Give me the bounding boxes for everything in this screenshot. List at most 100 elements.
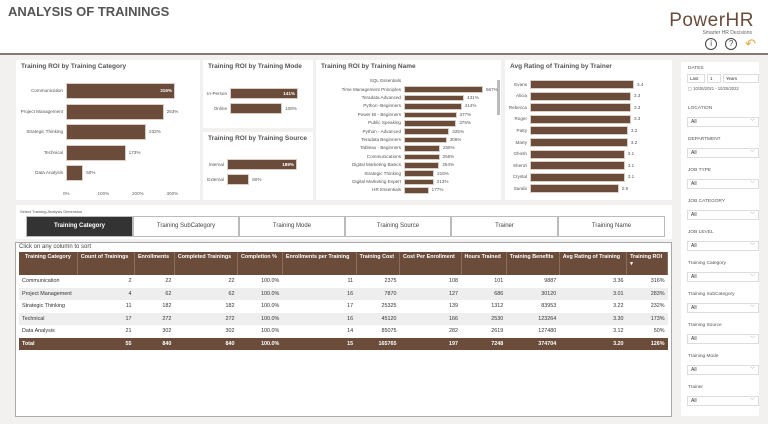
bar[interactable] [530,184,619,194]
date-unit-select[interactable]: Years [723,74,759,83]
table-row[interactable]: Technical 17 272 272 100.0% 16 45120 166 2530 123… [19,312,668,325]
bar-label: Teradata Beginners [361,137,401,143]
bar[interactable] [404,128,450,135]
filter-dropdown[interactable]: All ﹀ [687,117,759,127]
help-icon[interactable]: ? [725,38,738,50]
bar[interactable] [530,91,631,101]
bar[interactable] [404,103,462,110]
bar[interactable] [230,88,298,99]
column-header[interactable]: Avg Rating of Training [559,252,628,275]
data-label: 3.2 [630,127,638,133]
bar[interactable] [227,174,250,185]
bar[interactable] [66,83,175,99]
bar[interactable] [404,178,434,186]
table-cell: Technical [19,312,78,325]
column-header[interactable]: Training ROI ▾ [626,252,668,275]
table-cell: 173% [626,312,668,325]
bar[interactable] [530,103,631,113]
bar[interactable] [66,165,84,181]
table-row[interactable]: Project Management 4 62 62 100.0% 16 7870 127 68… [19,287,668,300]
bar[interactable] [230,103,283,114]
data-label: 3.3 [633,104,641,110]
table-row[interactable]: Strategic Thinking 11 182 182 100.0% 17 25325 1… [19,300,668,313]
table-cell: 100.0% [261,278,280,285]
dim-training-subcategory[interactable]: Training SubCategory [133,216,239,237]
bar-label: Communications [366,153,401,159]
table-cell: 25325 [381,303,397,310]
dim-training-mode[interactable]: Training Mode [239,216,345,237]
column-header[interactable]: Training Cost [356,252,400,275]
bar-label: Online [213,105,227,111]
column-header[interactable]: Completion % [237,252,283,275]
bar[interactable] [404,111,457,119]
bar-label: Strategic Thinking [26,129,63,134]
bar[interactable] [530,161,625,171]
bar[interactable] [404,153,440,161]
bar[interactable] [404,187,429,194]
filter-dropdown[interactable]: All ﹀ [687,241,759,251]
column-header[interactable]: Training Benefits [506,252,560,275]
info-icon[interactable]: i [705,38,718,50]
date-period-select[interactable]: Last [687,74,705,83]
dim-training-category[interactable]: Training Category [26,216,133,237]
table-cell: 127 [399,287,461,300]
bar-label: Tableau - Beginners [360,145,401,151]
bar[interactable] [530,172,625,182]
data-label: 283% [166,108,179,114]
bar[interactable] [404,120,457,127]
back-icon[interactable]: ↶ [745,36,756,51]
filter-dropdown[interactable]: All ﹀ [687,179,759,189]
bar-label: Strategic Thinking [364,170,401,176]
bar[interactable] [404,162,440,169]
bar[interactable] [227,159,297,170]
table-cell: 2375 [384,278,397,285]
column-header[interactable]: Training Category [19,252,78,275]
table-cell: 16 [282,312,357,325]
dim-training-source[interactable]: Training Source [345,216,451,237]
bar[interactable] [66,103,164,120]
bar[interactable] [530,126,628,136]
bar[interactable] [66,124,147,140]
bar[interactable] [66,144,126,161]
bar[interactable] [530,138,628,147]
total-row: Total 55 840 840 100.0% 15 165765 197 7248 374704… [19,337,668,350]
filter-dropdown[interactable]: All ﹀ [687,303,759,313]
data-label: 232% [149,129,161,134]
bar[interactable] [530,80,634,89]
filter-dropdown[interactable]: All ﹀ [687,334,759,344]
bar-label: Crystal [512,174,527,180]
table-cell: 45120 [356,312,400,325]
bar[interactable] [404,136,447,144]
scrollbar[interactable] [497,80,500,115]
bar[interactable] [530,114,631,124]
filter-label: LOCATION [688,106,713,111]
date-range-text: 10/26/2021 - 10/25/2022 [693,86,739,91]
column-header[interactable]: Count of Trainings [77,252,135,275]
bar[interactable] [404,86,483,93]
filter-dropdown[interactable]: All ﹀ [687,272,759,282]
column-header[interactable]: Enrollments per Training [282,252,357,275]
dim-trainer[interactable]: Trainer [451,216,558,237]
bar[interactable] [404,145,440,152]
bar[interactable] [404,94,465,102]
bar-label: Teradata Advanced [361,95,401,101]
column-header[interactable]: Hours Trained [461,252,507,275]
table-row[interactable]: Data Analysis 21 302 302 100.0% 14 85075 282 261… [19,325,668,338]
table-cell: 3.22 [613,303,624,310]
data-label: 316% [160,88,172,93]
dim-training-name[interactable]: Training Name [558,216,665,237]
data-label: 177% [431,187,444,193]
filter-dropdown[interactable]: All ﹀ [687,148,759,158]
date-count-input[interactable]: 1 [707,74,721,83]
bar[interactable] [404,170,435,177]
data-label: 3.2 [630,139,638,145]
table-row[interactable]: Communication 2 22 22 100.0% 11 2375 108 101 9887… [19,275,668,288]
filter-dropdown[interactable]: All ﹀ [687,210,759,220]
column-header[interactable]: Enrollments [134,252,175,275]
column-header[interactable]: Completed Trainings [174,252,238,275]
filter-dropdown[interactable]: All ﹀ [687,365,759,375]
bar[interactable] [530,149,625,159]
filter-dropdown[interactable]: All ﹀ [687,396,759,406]
column-header[interactable]: Cost Per Enrollment [399,252,462,275]
data-label: 414% [464,103,477,109]
